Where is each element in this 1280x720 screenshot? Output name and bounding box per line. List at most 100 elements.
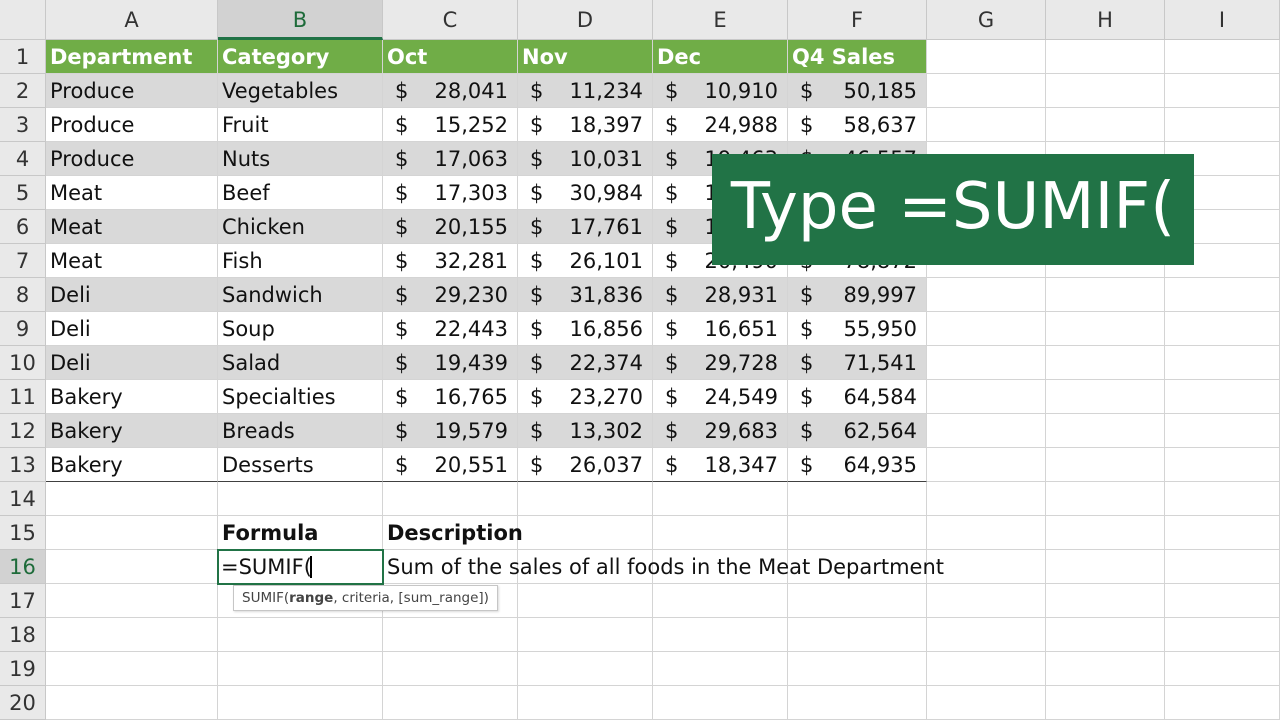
cell[interactable] xyxy=(1165,618,1280,652)
cell[interactable] xyxy=(927,414,1046,448)
cell[interactable] xyxy=(46,584,218,618)
cell[interactable] xyxy=(788,278,927,312)
cell[interactable] xyxy=(788,652,927,686)
cell[interactable] xyxy=(218,74,383,108)
cell[interactable] xyxy=(46,482,218,516)
cell[interactable] xyxy=(518,278,653,312)
cell[interactable] xyxy=(518,380,653,414)
cell[interactable] xyxy=(46,40,218,74)
cell[interactable] xyxy=(1046,278,1165,312)
row-header[interactable]: 20 xyxy=(0,686,46,720)
cell[interactable] xyxy=(518,584,653,618)
cell[interactable] xyxy=(653,346,788,380)
cell[interactable] xyxy=(927,108,1046,142)
cell[interactable] xyxy=(1046,482,1165,516)
cell[interactable] xyxy=(218,346,383,380)
cell[interactable] xyxy=(653,686,788,720)
cell[interactable] xyxy=(518,210,653,244)
cell[interactable] xyxy=(218,448,383,482)
cell[interactable] xyxy=(46,516,218,550)
cell[interactable] xyxy=(927,312,1046,346)
cell[interactable] xyxy=(1046,516,1165,550)
cell[interactable] xyxy=(518,74,653,108)
cell[interactable] xyxy=(1165,482,1280,516)
column-header[interactable]: I xyxy=(1165,0,1280,40)
cell[interactable] xyxy=(518,142,653,176)
cell[interactable] xyxy=(653,278,788,312)
cell[interactable] xyxy=(653,482,788,516)
cell[interactable] xyxy=(788,312,927,346)
cell[interactable] xyxy=(518,482,653,516)
row-header[interactable]: 3 xyxy=(0,108,46,142)
cell[interactable] xyxy=(218,210,383,244)
column-header[interactable]: D xyxy=(518,0,653,40)
cell[interactable] xyxy=(927,40,1046,74)
cell[interactable] xyxy=(46,686,218,720)
cell[interactable] xyxy=(1165,550,1280,584)
cell[interactable] xyxy=(383,686,518,720)
column-header[interactable]: C xyxy=(383,0,518,40)
cell[interactable] xyxy=(518,346,653,380)
cell[interactable] xyxy=(927,278,1046,312)
cell[interactable] xyxy=(46,652,218,686)
cell[interactable] xyxy=(788,584,927,618)
row-header[interactable]: 14 xyxy=(0,482,46,516)
cell[interactable] xyxy=(46,380,218,414)
cell[interactable] xyxy=(927,686,1046,720)
cell[interactable] xyxy=(46,414,218,448)
row-header[interactable]: 11 xyxy=(0,380,46,414)
cell[interactable] xyxy=(518,516,653,550)
cell[interactable] xyxy=(1165,516,1280,550)
cell[interactable] xyxy=(788,380,927,414)
row-header[interactable]: 18 xyxy=(0,618,46,652)
cell[interactable] xyxy=(927,516,1046,550)
cell[interactable] xyxy=(1046,380,1165,414)
cell[interactable] xyxy=(1046,448,1165,482)
cell[interactable] xyxy=(218,482,383,516)
cell[interactable] xyxy=(383,550,518,584)
cell[interactable] xyxy=(383,74,518,108)
cell[interactable] xyxy=(1046,584,1165,618)
cell[interactable] xyxy=(653,40,788,74)
column-header[interactable]: G xyxy=(927,0,1046,40)
cell[interactable] xyxy=(383,652,518,686)
cell[interactable] xyxy=(1046,74,1165,108)
cell[interactable] xyxy=(383,414,518,448)
cell[interactable] xyxy=(927,618,1046,652)
cell[interactable] xyxy=(46,618,218,652)
cell[interactable] xyxy=(927,74,1046,108)
row-header[interactable]: 6 xyxy=(0,210,46,244)
cell[interactable] xyxy=(1165,448,1280,482)
cell[interactable] xyxy=(788,686,927,720)
cell[interactable] xyxy=(788,108,927,142)
cell[interactable] xyxy=(383,176,518,210)
row-header[interactable]: 16 xyxy=(0,550,46,584)
cell[interactable] xyxy=(518,244,653,278)
cell[interactable] xyxy=(1165,312,1280,346)
cell[interactable] xyxy=(46,74,218,108)
cell[interactable] xyxy=(46,176,218,210)
cell[interactable] xyxy=(46,142,218,176)
cell[interactable] xyxy=(383,516,518,550)
column-header[interactable]: A xyxy=(46,0,218,40)
row-header[interactable]: 12 xyxy=(0,414,46,448)
cell[interactable] xyxy=(653,448,788,482)
cell[interactable] xyxy=(518,108,653,142)
function-tooltip[interactable]: SUMIF(range, criteria, [sum_range]) xyxy=(233,585,498,611)
row-header[interactable]: 5 xyxy=(0,176,46,210)
cell[interactable] xyxy=(383,244,518,278)
cell[interactable] xyxy=(218,414,383,448)
cell[interactable] xyxy=(218,278,383,312)
cell[interactable] xyxy=(46,550,218,584)
row-header[interactable]: 8 xyxy=(0,278,46,312)
cell[interactable] xyxy=(46,278,218,312)
cell[interactable] xyxy=(518,176,653,210)
cell[interactable] xyxy=(788,618,927,652)
cell[interactable] xyxy=(788,482,927,516)
cell[interactable] xyxy=(518,414,653,448)
row-header[interactable]: 4 xyxy=(0,142,46,176)
cell[interactable] xyxy=(1165,414,1280,448)
cell[interactable] xyxy=(1165,40,1280,74)
cell[interactable] xyxy=(1165,346,1280,380)
cell[interactable] xyxy=(788,550,927,584)
